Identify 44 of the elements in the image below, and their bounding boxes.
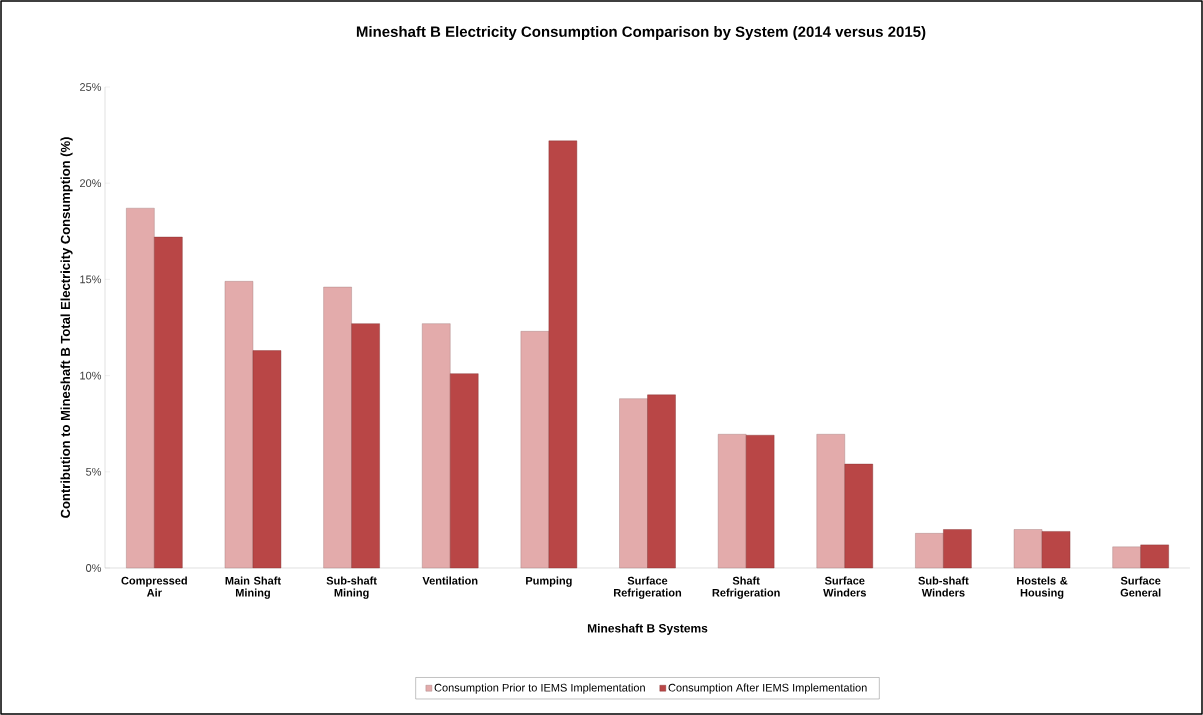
bar — [520, 331, 550, 569]
y-tick-label: 15% — [80, 275, 102, 284]
y-tick-label: 5% — [86, 467, 102, 476]
bar — [351, 323, 380, 569]
x-tick-label: Sub-shaft Winders — [918, 576, 969, 597]
bar — [619, 398, 648, 569]
x-tick-label: Surface Refrigeration — [614, 576, 682, 599]
legend-label: Consumption Prior to IEMS Implementation — [434, 683, 645, 694]
legend-label: Consumption After IEMS Implementation — [668, 683, 867, 694]
chart-title: Mineshaft B Electricity Consumption Comparison by System (2014 versus 2015) — [356, 26, 926, 40]
bar — [224, 281, 254, 569]
bar — [943, 529, 972, 569]
bar — [717, 434, 747, 569]
x-tick-label: Hostels & Housing — [1017, 576, 1068, 599]
bar — [323, 286, 352, 569]
x-tick-label: Compressed Air — [121, 576, 187, 597]
x-axis-title: Mineshaft B Systems — [587, 623, 708, 635]
bar — [647, 394, 676, 569]
y-tick-label: 20% — [80, 179, 102, 188]
x-tick-label: Main Shaft Mining — [225, 576, 281, 599]
x-tick-label: Surface Winders — [823, 576, 866, 597]
bar — [1140, 544, 1169, 569]
y-tick-label: 0% — [86, 564, 102, 572]
bar — [548, 140, 578, 569]
y-tick-label: 10% — [80, 371, 102, 380]
bar — [450, 373, 479, 569]
bar — [1041, 531, 1071, 569]
bar — [844, 463, 873, 569]
bar — [252, 350, 282, 569]
bar — [422, 323, 451, 569]
y-tick-label: 25% — [80, 83, 102, 91]
bar — [154, 236, 183, 569]
x-tick-label: Ventilation — [422, 576, 478, 585]
bar — [745, 435, 775, 569]
bar — [126, 208, 155, 569]
x-tick-label: Surface General — [1120, 576, 1161, 597]
bar — [915, 533, 944, 569]
x-tick-label: Shaft Refrigeration — [712, 576, 780, 599]
bar — [816, 434, 845, 569]
bar — [1013, 529, 1043, 569]
x-tick-label: Pumping — [526, 576, 572, 587]
x-tick-label: Sub-shaft Mining — [326, 576, 377, 599]
bar — [1112, 546, 1141, 569]
y-axis-title: Contribution to Mineshaft B Total Electricity Consumption (%) — [60, 137, 73, 518]
